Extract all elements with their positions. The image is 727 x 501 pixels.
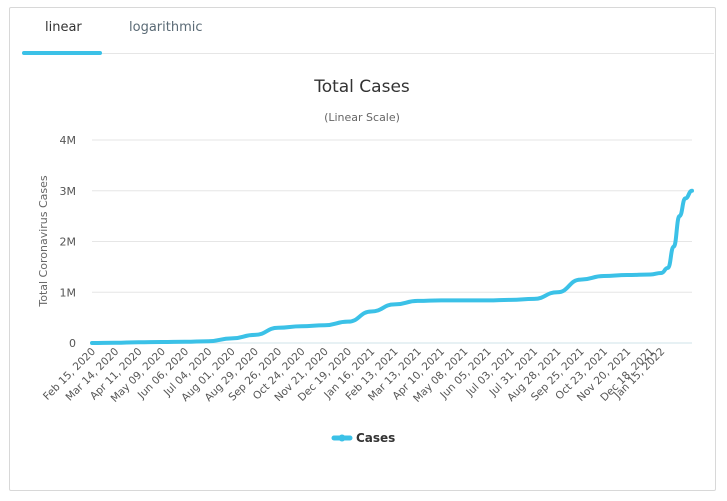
y-axis-title: Total Coronavirus Cases	[37, 175, 50, 308]
y-tick-label: 2M	[60, 236, 77, 249]
y-tick-label: 1M	[60, 286, 77, 299]
legend[interactable]: Cases	[331, 431, 395, 445]
tab-divider	[22, 53, 714, 54]
chart-subtitle: (Linear Scale)	[324, 111, 400, 124]
y-tick-label: 4M	[60, 134, 77, 147]
series-group	[90, 188, 694, 345]
chart-card	[9, 7, 716, 491]
tab-active-indicator	[22, 51, 102, 55]
y-axis-ticks: 0 1M 2M 3M 4M	[60, 134, 77, 350]
chart-title: Total Cases	[313, 77, 410, 97]
tab-logarithmic[interactable]: logarithmic	[129, 20, 203, 35]
legend-marker	[338, 434, 346, 442]
grid	[92, 139, 692, 344]
y-tick-label: 3M	[60, 185, 77, 198]
legend-label-cases[interactable]: Cases	[356, 431, 395, 445]
tab-linear[interactable]: linear	[45, 20, 82, 35]
series-line-cases[interactable]	[90, 188, 694, 345]
y-tick-label: 0	[69, 337, 76, 350]
